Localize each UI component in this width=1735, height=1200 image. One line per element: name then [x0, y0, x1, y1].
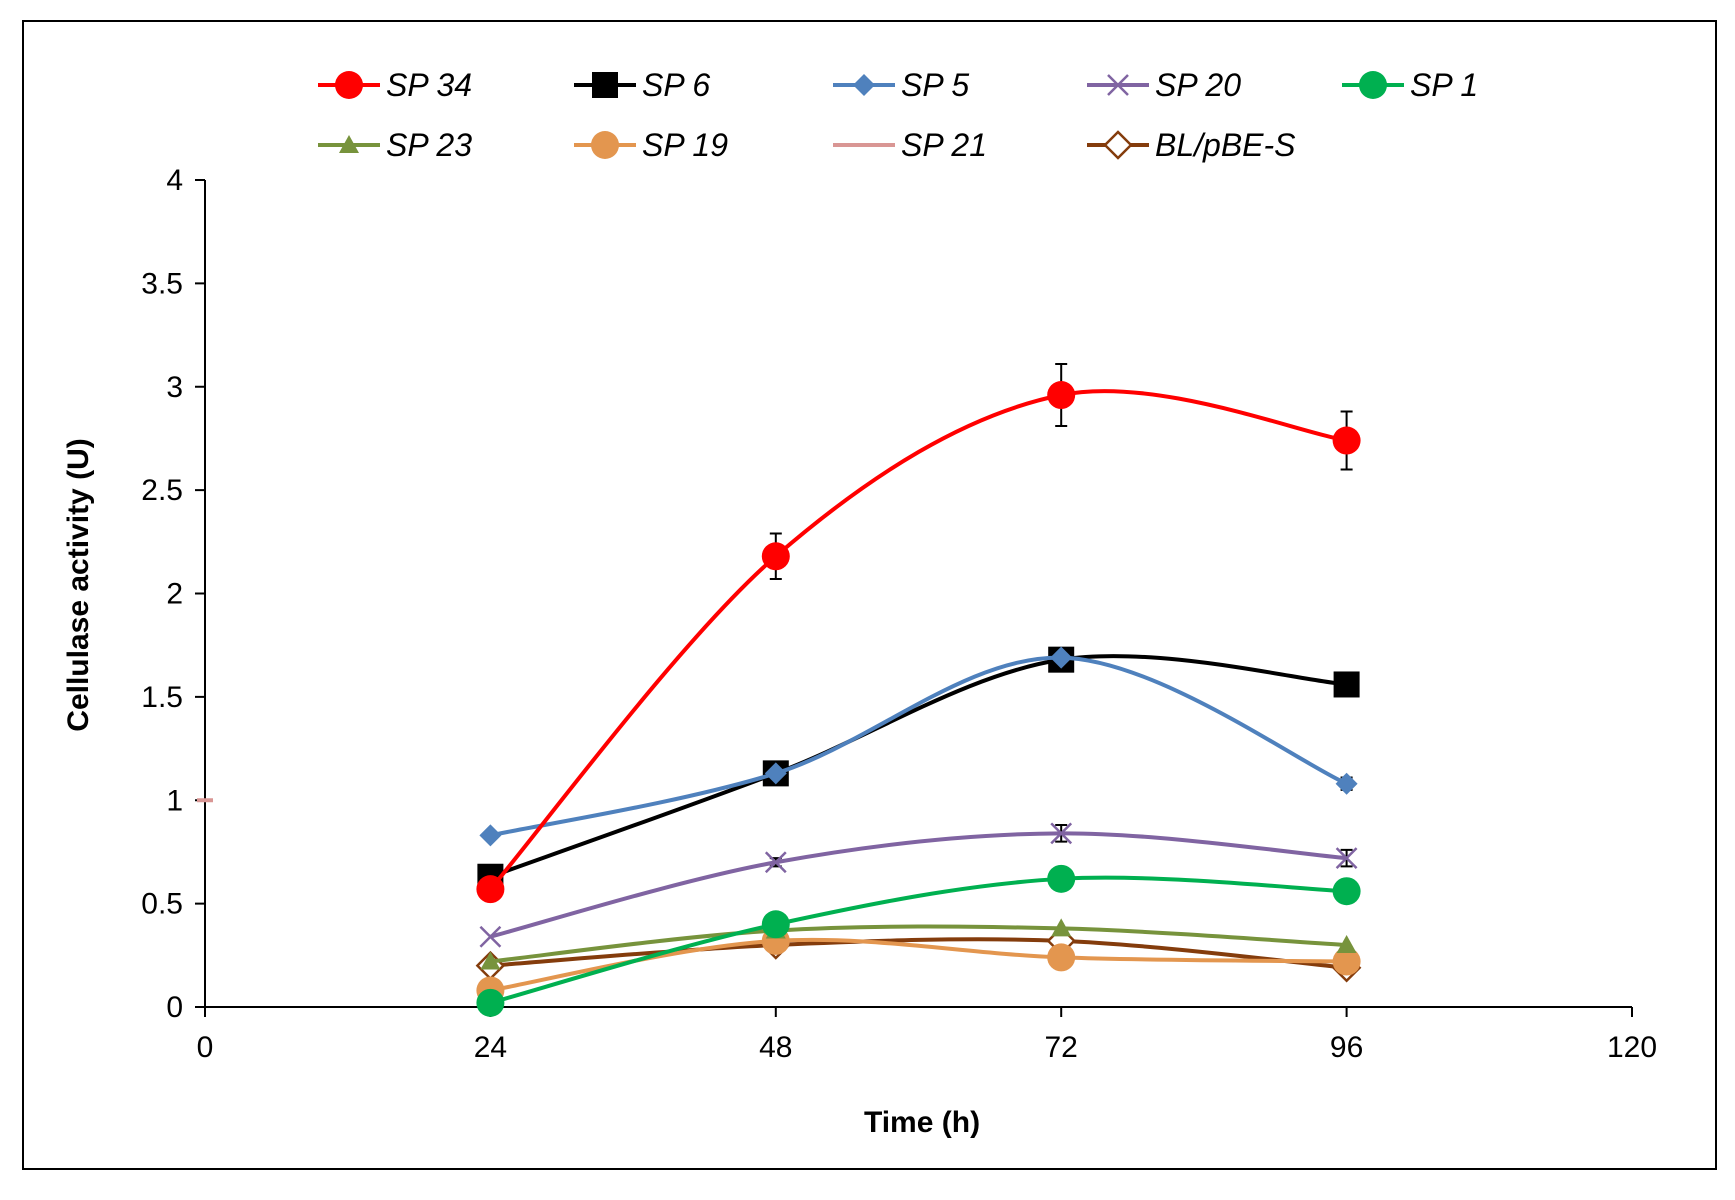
y-tick-label: 3.5	[141, 267, 183, 300]
y-tick-label: 4	[166, 164, 183, 197]
legend-marker	[339, 135, 359, 153]
data-point	[1047, 381, 1076, 410]
legend-label: SP 1	[1410, 67, 1478, 103]
x-tick-label: 0	[197, 1031, 214, 1064]
legend-marker	[1359, 71, 1387, 99]
legend-item-sp-1: SP 1	[1342, 67, 1478, 103]
series-line	[489, 654, 1347, 879]
series-line	[490, 924, 1347, 964]
data-point	[1332, 426, 1361, 455]
legend-marker	[592, 72, 618, 98]
y-tick-label: 0.5	[141, 888, 183, 921]
legend-marker	[591, 131, 619, 159]
chart-frame	[22, 20, 1717, 1170]
data-point	[761, 910, 790, 939]
series-line	[489, 831, 1347, 939]
x-tick-label: 72	[1045, 1031, 1078, 1064]
data-point	[476, 988, 505, 1017]
data-point	[1051, 918, 1072, 937]
legend-label: SP 6	[642, 67, 710, 103]
legend-marker	[1103, 130, 1133, 160]
legend-item-bl-pbe-s: BL/pBE-S	[1087, 127, 1296, 163]
legend-marker	[335, 71, 363, 99]
series-line	[490, 937, 1347, 970]
series-line	[489, 875, 1347, 1005]
data-point	[1050, 822, 1073, 845]
data-point	[476, 875, 505, 904]
legend-marker	[853, 74, 875, 96]
series-line	[490, 937, 1347, 993]
legend-label: SP 34	[386, 67, 472, 103]
data-point	[479, 925, 502, 948]
x-tick-label: 96	[1330, 1031, 1363, 1064]
y-tick-label: 1.5	[141, 681, 183, 714]
y-tick-label: 0	[166, 991, 183, 1024]
legend-marker	[1107, 74, 1129, 96]
data-point	[764, 851, 787, 874]
data-point	[1335, 772, 1358, 795]
legend-label: BL/pBE-S	[1155, 127, 1296, 163]
y-tick-label: 1	[166, 784, 183, 817]
series-sp-6	[477, 646, 1360, 890]
data-point	[1332, 877, 1361, 906]
data-point	[1047, 864, 1076, 893]
legend-label: SP 5	[901, 67, 969, 103]
data-point	[480, 951, 501, 970]
legend-label: SP 19	[642, 127, 728, 163]
data-point	[764, 762, 787, 785]
y-tick-label: 2	[166, 578, 183, 611]
series-line	[488, 389, 1347, 891]
legend-label: SP 20	[1155, 67, 1241, 103]
data-point	[1047, 943, 1076, 972]
data-point	[1333, 671, 1360, 698]
legend-item-sp-6: SP 6	[574, 67, 710, 103]
series-sp-34	[476, 363, 1361, 904]
data-point	[1335, 847, 1358, 870]
x-tick-label: 48	[759, 1031, 792, 1064]
series-sp-1	[476, 864, 1361, 1017]
series-layer	[197, 363, 1362, 1017]
data-point	[1332, 947, 1361, 976]
series-sp-20	[479, 822, 1358, 948]
legend-item-sp-34: SP 34	[318, 67, 472, 103]
x-axis-title: Time (h)	[864, 1106, 980, 1139]
y-tick-label: 3	[166, 371, 183, 404]
data-point	[761, 542, 790, 571]
y-tick-label: 2.5	[141, 474, 183, 507]
legend-label: SP 23	[386, 127, 472, 163]
data-point	[479, 824, 502, 847]
legend-label: SP 21	[901, 127, 987, 163]
series-sp-5	[479, 646, 1358, 847]
data-point	[1050, 646, 1073, 669]
series-line	[489, 655, 1348, 838]
legend-item-sp-5: SP 5	[833, 67, 969, 103]
legend-item-sp-19: SP 19	[574, 127, 728, 163]
axes: 0 24 48 72 96 120 0 0.5 1 1.5 2 2.5 3 3.5 4	[141, 164, 1657, 1064]
x-tick-label: 120	[1607, 1031, 1657, 1064]
legend-item-sp-20: SP 20	[1087, 67, 1241, 103]
legend-item-sp-21: SP 21	[833, 127, 987, 163]
legend-item-sp-23: SP 23	[318, 127, 472, 163]
data-point	[1336, 934, 1357, 953]
y-axis-title: Cellulase activity (U)	[62, 438, 95, 731]
legend: SP 34 SP 6 SP 5 SP 20 SP 1 SP 23 SP 19 SP 21 BL/…	[318, 67, 1478, 163]
x-tick-label: 24	[474, 1031, 507, 1064]
